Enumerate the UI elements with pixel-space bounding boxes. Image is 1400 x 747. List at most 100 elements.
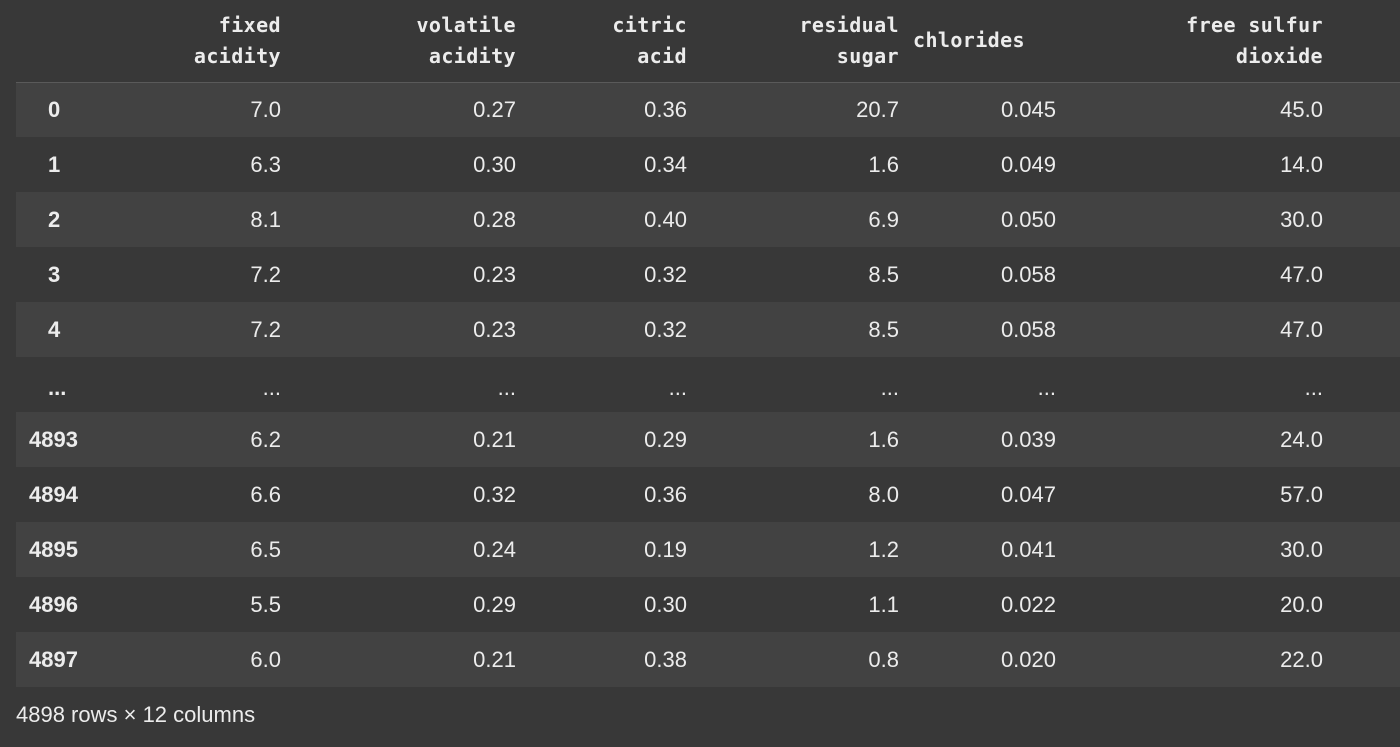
table-cell-spacer [1323,412,1400,467]
table-cell: 1.6 [868,151,899,177]
table-cell: 1.1 [868,591,899,617]
table-cell: ... [880,374,899,400]
table-cell: 47.0 [1280,261,1323,287]
table-cell: 30.0 [1280,536,1323,562]
header-row: fixed acidity volatile acidity citric ac… [16,0,1400,83]
table-row: 3 7.2 0.23 0.32 8.5 0.058 47.0 [16,247,1400,302]
row-index: 2 [48,206,61,232]
table-cell: ... [668,374,687,400]
table-cell-spacer [1323,577,1400,632]
table-cell: 0.34 [644,151,687,177]
table-cell-spacer [1323,522,1400,577]
table-cell: 0.28 [473,206,516,232]
table-cell: ... [497,374,516,400]
table-cell-spacer [1323,467,1400,522]
table-cell: 7.2 [250,316,281,342]
table-cell-spacer [1323,632,1400,687]
table-cell: 0.23 [473,261,516,287]
table-cell: 6.5 [250,536,281,562]
table-cell-spacer [1323,192,1400,247]
column-header: residual sugar [687,0,899,83]
table-body: 0 7.0 0.27 0.36 20.7 0.045 45.0 1 6.3 0.30 0.34 1.6… [16,82,1400,687]
table-cell: 0.23 [473,316,516,342]
row-index: 4897 [29,646,78,672]
table-cell: 6.0 [250,646,281,672]
table-cell: 45.0 [1280,96,1323,122]
table-cell: 6.6 [250,481,281,507]
table-cell: 0.29 [473,591,516,617]
table-cell: 0.29 [644,426,687,452]
table-cell: 0.058 [1000,316,1056,342]
column-header: citric acid [516,0,687,83]
table-row: 4895 6.5 0.24 0.19 1.2 0.041 30.0 [16,522,1400,577]
ellipsis-row: ..................... [16,357,1400,412]
table-cell: 0.30 [473,151,516,177]
table-cell: 47.0 [1280,316,1323,342]
table-cell: 20.7 [856,96,899,122]
table-cell: 20.0 [1280,591,1323,617]
table-cell: 5.5 [250,591,281,617]
table-cell: 0.21 [473,426,516,452]
table-row: 1 6.3 0.30 0.34 1.6 0.049 14.0 [16,137,1400,192]
table-cell: 0.24 [473,536,516,562]
table-row: 4896 5.5 0.29 0.30 1.1 0.022 20.0 [16,577,1400,632]
table-cell: 8.0 [868,481,899,507]
table-cell: 0.19 [644,536,687,562]
column-header: volatile acidity [281,0,516,83]
table-cell: 14.0 [1280,151,1323,177]
table-cell-spacer [1323,247,1400,302]
row-index: 4894 [29,481,78,507]
table-cell: 0.8 [868,646,899,672]
table-cell: 0.32 [644,316,687,342]
row-index: 4 [48,316,61,342]
table-row: 0 7.0 0.27 0.36 20.7 0.045 45.0 [16,82,1400,137]
table-cell: 6.9 [868,206,899,232]
table-cell: 0.049 [1000,151,1056,177]
table-cell: 0.041 [1000,536,1056,562]
row-index: ... [48,374,67,400]
table-cell: ... [1304,374,1323,400]
table-cell: 0.058 [1000,261,1056,287]
table-cell: 0.27 [473,96,516,122]
table-cell: 0.32 [473,481,516,507]
row-index: 4895 [29,536,78,562]
table-cell: 0.047 [1000,481,1056,507]
table-cell-spacer [1323,302,1400,357]
table-cell: 0.045 [1000,96,1056,122]
table-cell: 7.0 [250,96,281,122]
table-row: 4893 6.2 0.21 0.29 1.6 0.039 24.0 [16,412,1400,467]
row-index: 3 [48,261,61,287]
table-cell: 1.6 [868,426,899,452]
dataframe-table: fixed acidity volatile acidity citric ac… [16,0,1400,687]
table-cell-spacer [1323,357,1400,412]
table-cell-spacer [1323,82,1400,137]
table-row: 2 8.1 0.28 0.40 6.9 0.050 30.0 [16,192,1400,247]
column-header-spacer [1323,0,1400,83]
table-cell: 1.2 [868,536,899,562]
table-cell: 8.1 [250,206,281,232]
table-cell: ... [262,374,281,400]
table-cell: 30.0 [1280,206,1323,232]
index-header [16,0,107,83]
table-cell: 0.050 [1000,206,1056,232]
table-cell: 0.36 [644,481,687,507]
table-cell: 0.022 [1000,591,1056,617]
row-index: 4893 [29,426,78,452]
table-cell: 0.039 [1000,426,1056,452]
table-cell: 24.0 [1280,426,1323,452]
table-cell: 0.21 [473,646,516,672]
table-cell: 6.2 [250,426,281,452]
table-row: 4894 6.6 0.32 0.36 8.0 0.047 57.0 [16,467,1400,522]
row-index: 4896 [29,591,78,617]
table-cell-spacer [1323,137,1400,192]
table-row: 4 7.2 0.23 0.32 8.5 0.058 47.0 [16,302,1400,357]
table-cell: 8.5 [868,316,899,342]
table-cell: 0.38 [644,646,687,672]
table-row: 4897 6.0 0.21 0.38 0.8 0.020 22.0 [16,632,1400,687]
row-index: 1 [48,151,61,177]
table-cell: 8.5 [868,261,899,287]
table-cell: 0.32 [644,261,687,287]
table-cell: 57.0 [1280,481,1323,507]
column-header: chlorides [899,0,1056,83]
